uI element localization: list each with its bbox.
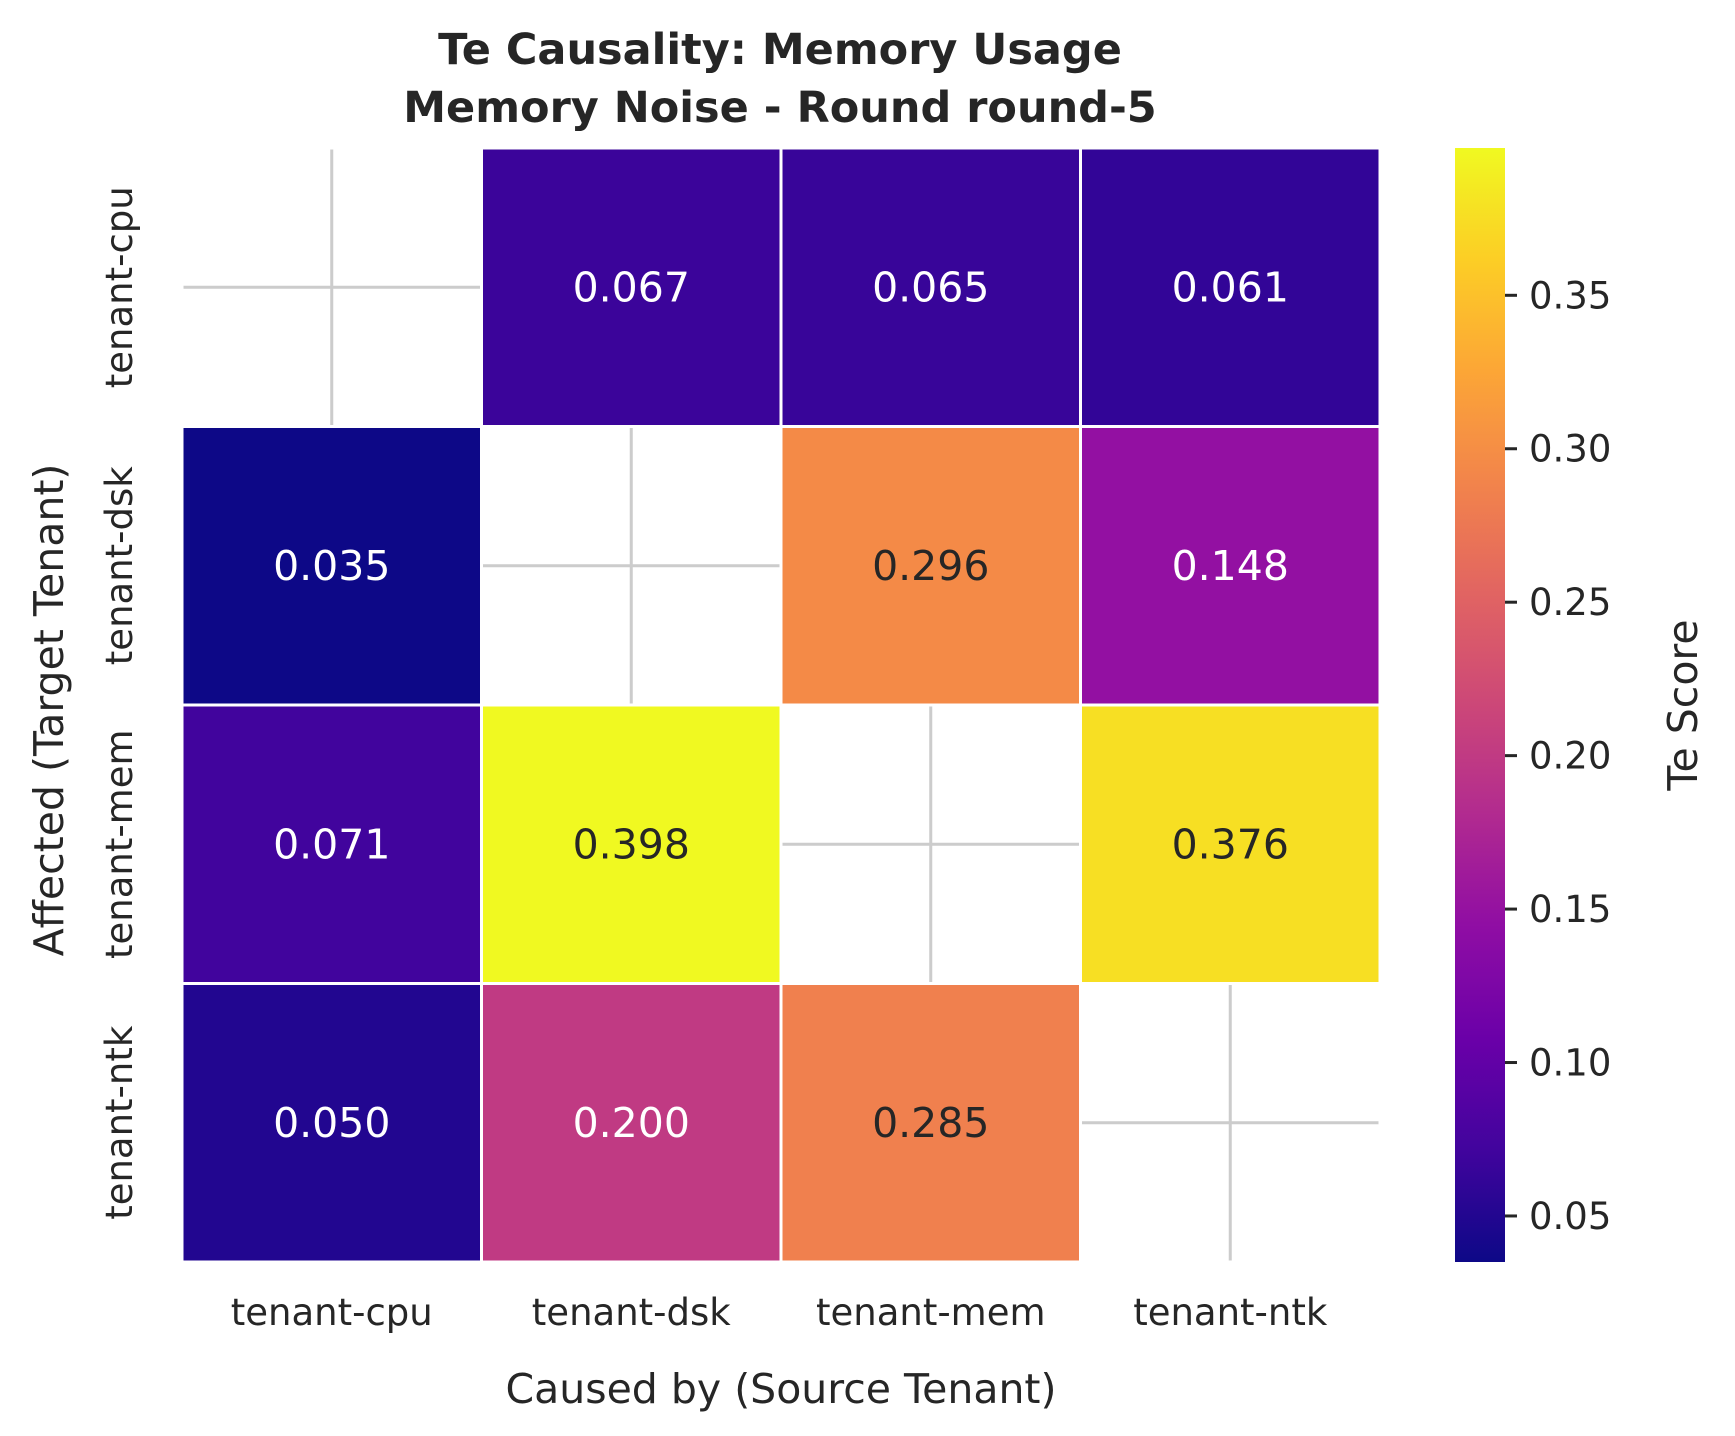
- colorbar-tick-label: 0.35: [1529, 274, 1611, 317]
- cell-value-label: 0.050: [273, 1099, 390, 1147]
- x-tick-label: tenant-ntk: [1133, 1291, 1328, 1334]
- heatmap-cell: [480, 982, 783, 1264]
- heatmap-cell: [180, 703, 483, 985]
- heatmap-cell: [779, 982, 1082, 1264]
- heatmap-cell: [779, 425, 1082, 707]
- y-tick-label: tenant-dsk: [98, 466, 141, 665]
- cell-value-label: 0.061: [1172, 263, 1289, 311]
- x-axis-label: Caused by (Source Tenant): [505, 1365, 1056, 1413]
- colorbar-tick-label: 0.15: [1529, 888, 1611, 931]
- colorbar-tick-label: 0.05: [1529, 1195, 1611, 1238]
- colorbar-tick-label: 0.10: [1529, 1042, 1611, 1085]
- colorbar-tick-label: 0.20: [1529, 735, 1611, 778]
- x-tick-label: tenant-cpu: [231, 1291, 433, 1334]
- cell-value-label: 0.067: [573, 263, 690, 311]
- x-tick-labels: tenant-cpu tenant-dsk tenant-mem tenant-ntk: [231, 1291, 1328, 1334]
- colorbar-ticks: 0.05 0.10 0.15 0.20 0.25 0.30 0.35: [1505, 274, 1611, 1238]
- colorbar-gradient: [1455, 148, 1505, 1262]
- cell-value-label: 0.065: [872, 263, 989, 311]
- heatmap-cell: [1079, 146, 1382, 428]
- heatmap-cell: [480, 703, 783, 985]
- chart-subtitle: Memory Noise - Round round-5: [403, 83, 1156, 133]
- heatmap-cell: [180, 982, 483, 1264]
- y-tick-label: tenant-ntk: [98, 1025, 141, 1220]
- y-tick-label: tenant-cpu: [98, 186, 141, 388]
- chart-title: Te Causality: Memory Usage: [438, 25, 1122, 75]
- heatmap-cells: 0.067 0.065 0.061 0.035 0.296 0.148 0.071 0.398…: [180, 146, 1382, 1264]
- cell-value-label: 0.285: [872, 1099, 989, 1147]
- colorbar-tick-label: 0.25: [1529, 581, 1611, 624]
- heatmap-cell: [1079, 703, 1382, 985]
- colorbar-tick-label: 0.30: [1529, 428, 1611, 471]
- heatmap-cell-empty: [1079, 982, 1382, 1264]
- colorbar: 0.05 0.10 0.15 0.20 0.25 0.30 0.35 Te Score: [1455, 148, 1707, 1262]
- heatmap-cell: [779, 146, 1082, 428]
- cell-value-label: 0.296: [872, 542, 989, 590]
- cell-value-label: 0.148: [1172, 542, 1289, 590]
- heatmap-cell: [180, 425, 483, 707]
- cell-value-label: 0.398: [573, 820, 690, 868]
- cell-value-label: 0.035: [273, 542, 390, 590]
- cell-value-label: 0.071: [273, 820, 390, 868]
- y-axis-label: Affected (Target Tenant): [25, 464, 73, 957]
- x-tick-label: tenant-dsk: [532, 1291, 731, 1334]
- colorbar-label: Te Score: [1659, 619, 1707, 791]
- cell-value-label: 0.200: [573, 1099, 690, 1147]
- y-tick-labels: tenant-cpu tenant-dsk tenant-mem tenant-ntk: [98, 186, 141, 1220]
- cell-value-label: 0.376: [1172, 820, 1289, 868]
- x-tick-label: tenant-mem: [816, 1291, 1046, 1334]
- y-tick-label: tenant-mem: [98, 729, 141, 959]
